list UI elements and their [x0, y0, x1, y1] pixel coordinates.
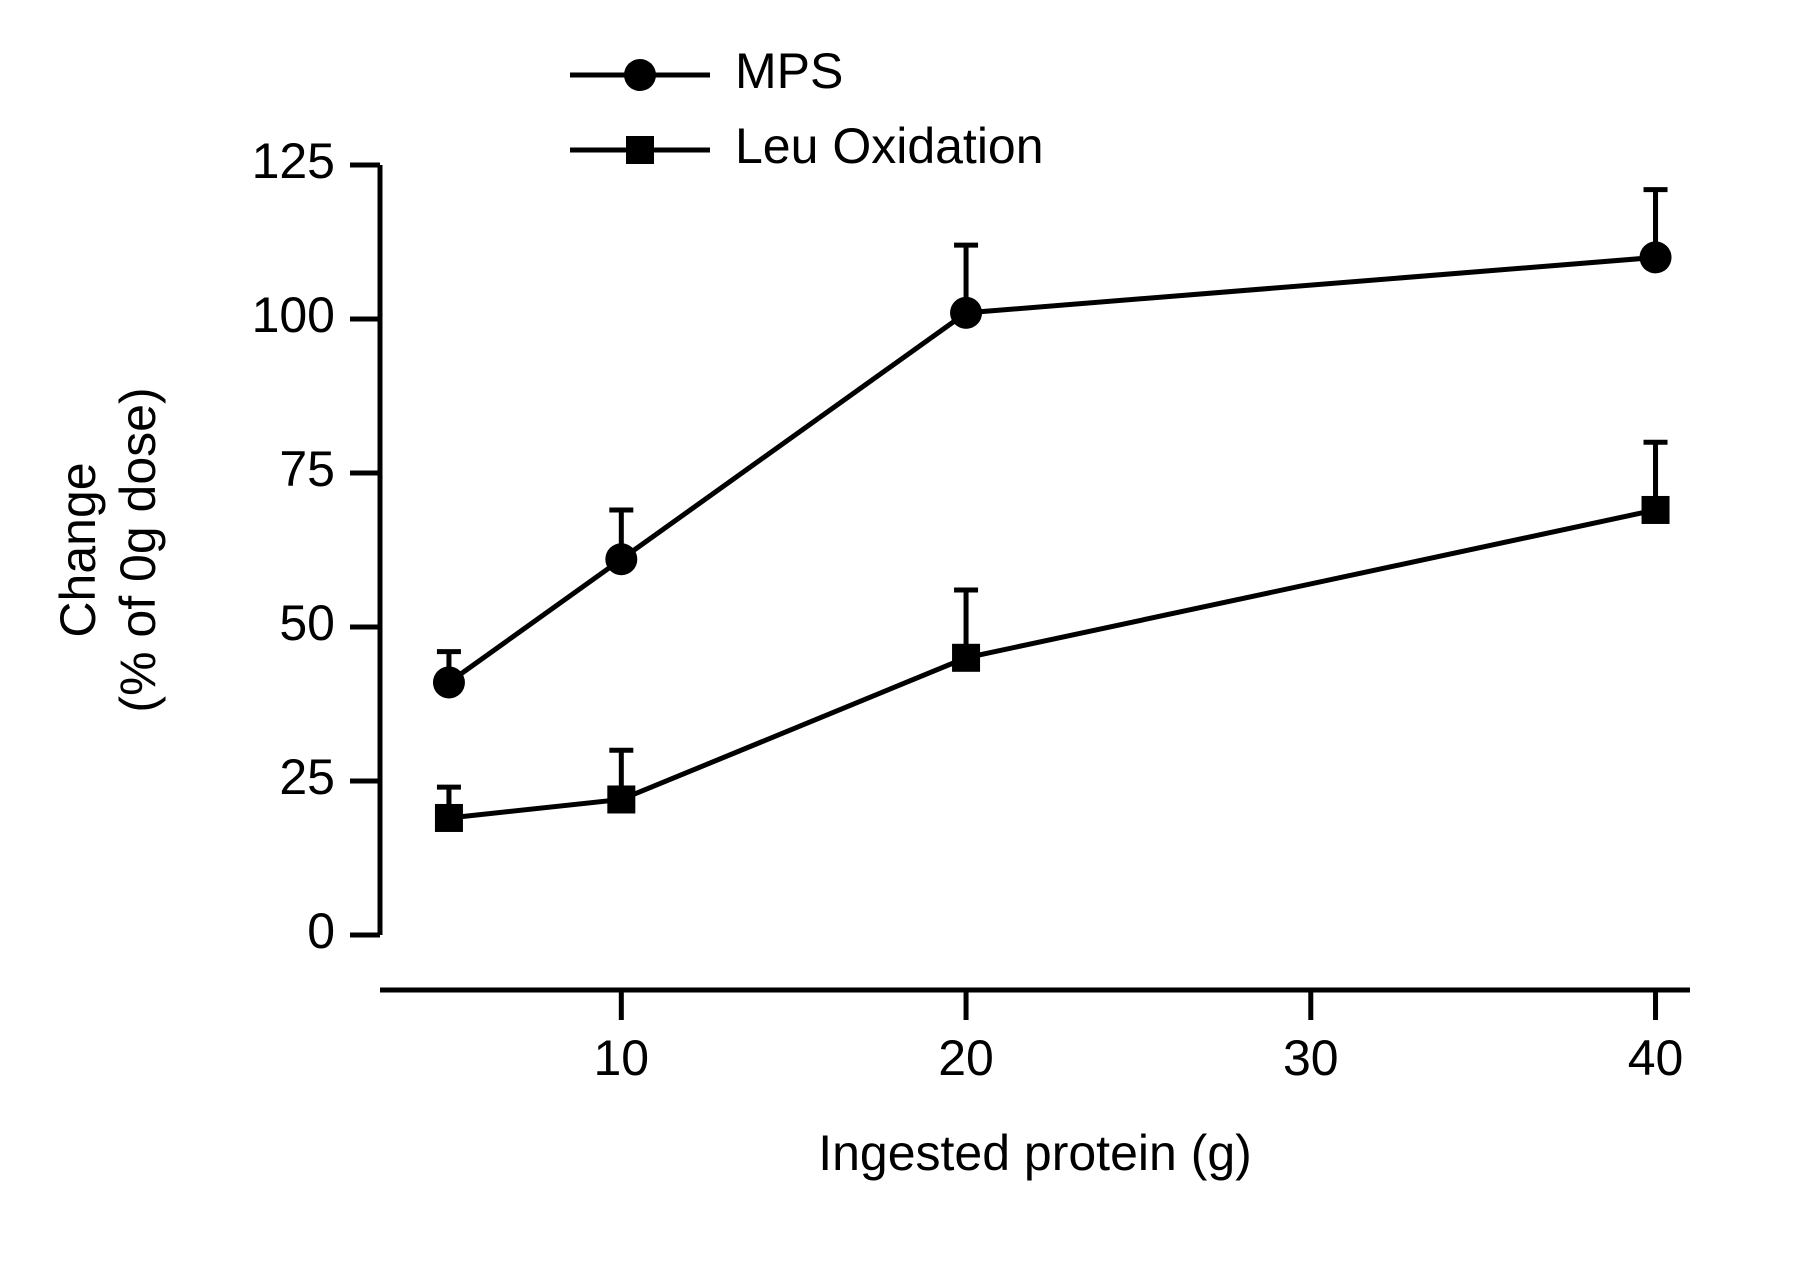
x-tick-label: 10: [594, 1030, 650, 1086]
y-tick-label: 125: [252, 133, 335, 189]
x-tick-label: 20: [938, 1030, 994, 1086]
marker-square: [952, 644, 980, 672]
legend-marker-square: [626, 136, 654, 164]
marker-square: [435, 804, 463, 832]
y-tick-label: 50: [279, 595, 335, 651]
y-axis-label-2: (% of 0g dose): [110, 387, 166, 712]
marker-square: [607, 785, 635, 813]
marker-circle: [950, 297, 982, 329]
y-tick-label: 75: [279, 441, 335, 497]
legend-label: Leu Oxidation: [735, 118, 1044, 174]
marker-circle: [605, 543, 637, 575]
y-tick-label: 100: [252, 287, 335, 343]
marker-square: [1642, 496, 1670, 524]
marker-circle: [1640, 241, 1672, 273]
legend-label: MPS: [735, 43, 843, 99]
y-axis-label-1: Change: [50, 462, 106, 637]
line-chart: 0 25 50 75 100 125 10 20 30 40 Change(% of 0g dose…: [0, 0, 1809, 1278]
y-tick-label: 25: [279, 749, 335, 805]
legend-marker-circle: [624, 59, 656, 91]
marker-circle: [433, 666, 465, 698]
chart-container: 0 25 50 75 100 125 10 20 30 40 Change(% of 0g dose…: [0, 0, 1809, 1278]
x-axis-label: Ingested protein (g): [818, 1125, 1252, 1181]
x-tick-label: 40: [1628, 1030, 1684, 1086]
x-tick-label: 30: [1283, 1030, 1339, 1086]
y-tick-label: 0: [307, 903, 335, 959]
